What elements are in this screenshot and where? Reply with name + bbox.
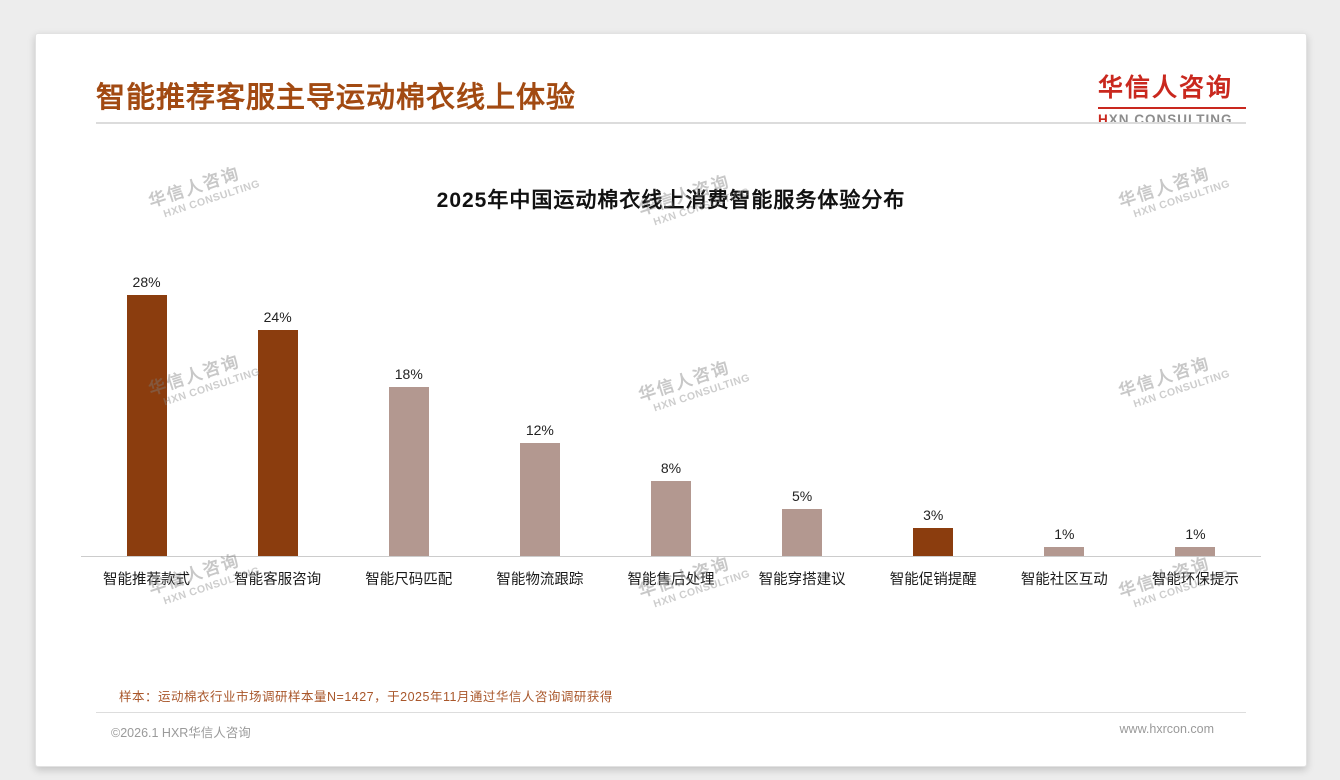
- footer-website: www.hxrcon.com: [1119, 722, 1214, 736]
- category-label: 智能社区互动: [1020, 572, 1108, 588]
- chart-plot: 28% 24% 18% 12% 8% 5% 3% 1% 1%: [81, 274, 1261, 557]
- page-title: 智能推荐客服主导运动棉衣线上体验: [96, 82, 577, 114]
- category-label: 智能尺码匹配: [365, 572, 453, 588]
- chart-title: 2025年中国运动棉衣线上消费智能服务体验分布: [436, 189, 906, 212]
- chart-category-labels: 智能推荐款式 智能客服咨询 智能尺码匹配 智能物流跟踪 智能售后处理 智能穿搭建议 智能促销…: [81, 568, 1261, 589]
- category-label: 智能客服咨询: [234, 572, 322, 588]
- bar: [519, 443, 560, 556]
- footer-divider: [96, 712, 1246, 713]
- bar-value-label: 24%: [263, 309, 292, 326]
- bar: [388, 386, 429, 556]
- company-logo: 华信人咨询 HXN CONSULTING: [1098, 68, 1248, 127]
- bar-column: 12%: [474, 274, 605, 556]
- category-label: 智能推荐款式: [103, 572, 191, 588]
- bar: [257, 330, 298, 556]
- header-divider: [96, 122, 1246, 124]
- bar-column: 1%: [999, 274, 1130, 556]
- category-label: 智能环保提示: [1151, 572, 1239, 588]
- category-label: 智能促销提醒: [889, 572, 977, 588]
- bar: [1175, 546, 1216, 556]
- category-label: 智能物流跟踪: [496, 572, 584, 588]
- category-label: 智能穿搭建议: [758, 572, 846, 588]
- bar-value-label: 8%: [660, 459, 682, 476]
- bar: [1044, 546, 1085, 556]
- logo-english-text: HXN CONSULTING: [1098, 112, 1233, 127]
- sample-note: 样本：运动棉衣行业市场调研样本量N=1427，于2025年11月通过华信人咨询调…: [119, 690, 613, 704]
- bar-value-label: 1%: [1054, 525, 1075, 542]
- bar-column: 1%: [1130, 274, 1261, 556]
- bar-column: 28%: [81, 274, 212, 556]
- bar-value-label: 28%: [132, 274, 161, 290]
- slide-card: 智能推荐客服主导运动棉衣线上体验 华信人咨询 HXN CONSULTING 20…: [35, 33, 1307, 767]
- bar-value-label: 5%: [791, 488, 813, 504]
- bar-column: 18%: [343, 274, 474, 556]
- category-label: 智能售后处理: [627, 572, 715, 588]
- bar-value-label: 1%: [1185, 525, 1206, 542]
- bar-column: 24%: [212, 274, 343, 556]
- bar-column: 5%: [737, 274, 868, 556]
- bar-column: 3%: [868, 274, 999, 556]
- logo-chinese-text: 华信人咨询: [1098, 75, 1234, 102]
- bar: [782, 509, 823, 556]
- logo-divider-line: [1098, 107, 1246, 109]
- footer-copyright: ©2026.1 HXR华信人咨询: [111, 726, 251, 740]
- bar-column: 8%: [605, 274, 736, 556]
- bar-value-label: 18%: [394, 365, 423, 382]
- bar-value-label: 3%: [923, 506, 944, 523]
- bar: [126, 295, 167, 556]
- bar-value-label: 12%: [525, 422, 554, 439]
- bar: [913, 527, 954, 556]
- bar: [650, 480, 691, 556]
